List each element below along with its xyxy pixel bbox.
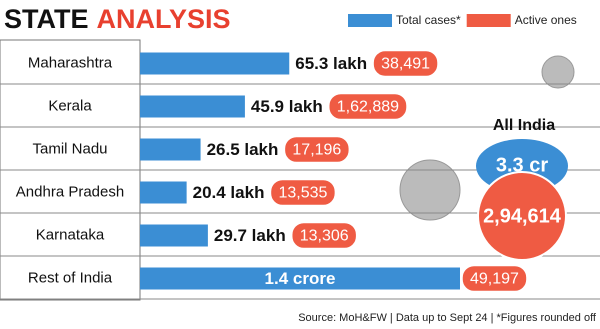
bar <box>140 95 245 118</box>
bar <box>140 138 201 161</box>
legend-swatch <box>466 14 511 27</box>
title: STATE <box>4 4 89 34</box>
active-pill <box>290 221 358 250</box>
legend-label: Total cases* <box>396 13 461 27</box>
title-highlight: ANALYSIS <box>97 4 231 34</box>
category-label: Tamil Nadu <box>32 140 107 157</box>
all-india-active-label: 2,94,614 <box>483 205 562 227</box>
value-label: 29.7 lakh <box>214 226 286 245</box>
bar <box>140 181 187 204</box>
active-pill <box>372 49 439 78</box>
virus-decorations <box>399 55 575 221</box>
active-label: 1,62,889 <box>337 99 399 116</box>
active-label: 17,196 <box>292 142 341 159</box>
source: Source: MoH&FW | Data up to Sept 24 | *F… <box>298 312 597 324</box>
virus-icon <box>541 55 575 89</box>
active-pill <box>269 178 337 207</box>
all-india-active <box>477 171 567 261</box>
bar <box>140 267 460 290</box>
category-label: Rest of India <box>28 269 113 286</box>
category-label: Karnataka <box>36 226 105 243</box>
active-pill <box>327 92 408 121</box>
legend-swatch <box>348 14 392 27</box>
value-label: 45.9 lakh <box>251 97 323 116</box>
all-india-label: All India <box>493 117 555 134</box>
all-india-total-label: 3.3 cr <box>496 154 548 176</box>
active-label: 49,197 <box>470 271 519 288</box>
active-label: 13,535 <box>278 185 327 202</box>
active-pill <box>461 264 528 293</box>
active-label: 38,491 <box>381 56 430 73</box>
category-label: Maharashtra <box>28 54 113 71</box>
category-label: Kerala <box>48 97 92 114</box>
category-label: Andhra Pradesh <box>16 183 124 200</box>
value-label: 20.4 lakh <box>193 183 265 202</box>
legend-label: Active ones <box>515 13 577 27</box>
value-label: 65.3 lakh <box>295 54 367 73</box>
active-pill <box>283 135 351 164</box>
value-label: 1.4 crore <box>265 269 336 288</box>
virus-icon <box>399 159 461 221</box>
bar <box>140 224 208 247</box>
value-label: 26.5 lakh <box>207 140 279 159</box>
active-label: 13,306 <box>300 228 349 245</box>
bar <box>140 52 290 75</box>
